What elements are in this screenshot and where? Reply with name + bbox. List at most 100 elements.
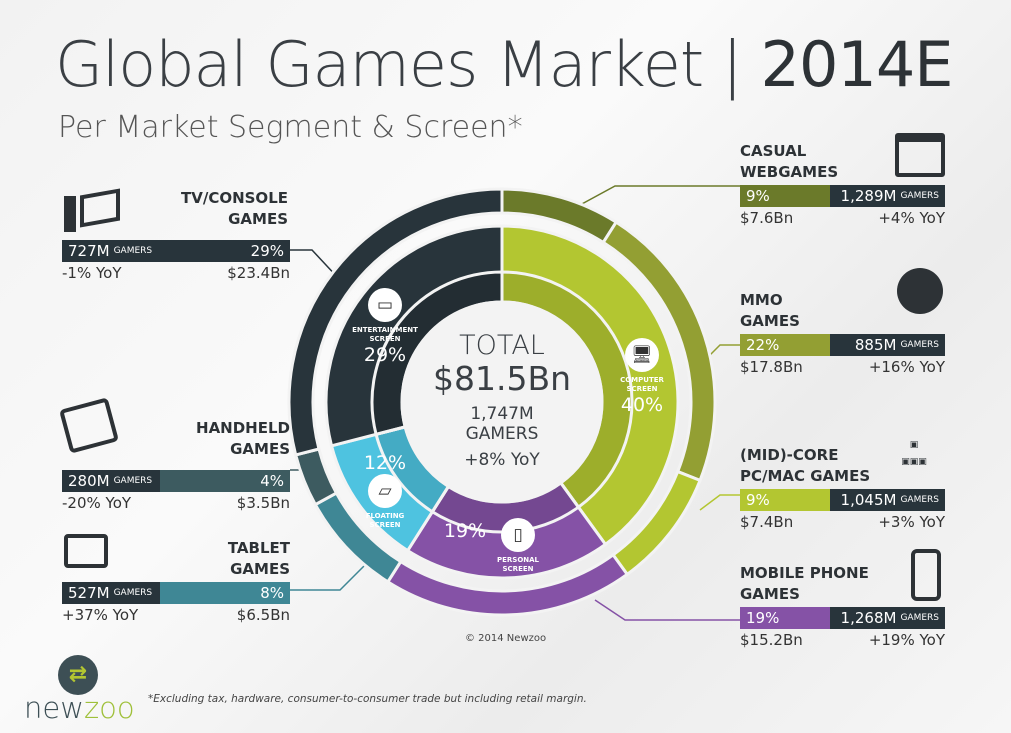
screen-name: ENTERTAINMENT bbox=[352, 326, 418, 334]
revenue: $7.6Bn bbox=[740, 209, 794, 227]
yoy-growth: +19% YoY bbox=[868, 631, 945, 649]
console-icon bbox=[64, 188, 124, 234]
computer-icon: 🖥 bbox=[625, 338, 659, 372]
title-year: 2014E bbox=[760, 28, 954, 101]
segment-title: CASUAL bbox=[740, 142, 807, 160]
floating-screen-label: 12% ▱ FLOATING SCREEN bbox=[355, 452, 415, 530]
yoy-growth: +16% YoY bbox=[868, 358, 945, 376]
share-pct: 22% bbox=[740, 334, 830, 356]
segment-title: MOBILE PHONE bbox=[740, 564, 869, 582]
gamers-count: 1,045M bbox=[840, 491, 897, 509]
tablet-device-icon bbox=[64, 534, 108, 568]
segment-title: TABLET bbox=[227, 539, 290, 557]
segment-casual-webgames: CASUAL WEBGAMES 9% 1,289M GAMERS $7.6Bn +4% … bbox=[740, 133, 945, 227]
screen-pct: 19% bbox=[443, 520, 487, 542]
revenue: $17.8Bn bbox=[740, 358, 803, 376]
page-title: Global Games Market | 2014E bbox=[55, 28, 954, 101]
outer-slice-tv-console-games bbox=[287, 187, 504, 457]
computer-screen-label: 🖥 COMPUTER SCREEN 40% bbox=[602, 338, 682, 416]
screen-name: SCREEN bbox=[626, 385, 658, 393]
segment-title: GAMES bbox=[228, 210, 288, 228]
screen-pct: 12% bbox=[363, 452, 407, 474]
segment-title: GAMES bbox=[740, 585, 800, 603]
screen-pct: 40% bbox=[620, 394, 664, 416]
share-pct: 8% bbox=[160, 582, 290, 604]
center-summary: TOTAL $81.5Bn 1,747M GAMERS +8% YoY bbox=[402, 330, 602, 470]
yoy-growth: +4% YoY bbox=[878, 209, 945, 227]
segment-title: TV/CONSOLE bbox=[181, 189, 288, 207]
keyboard-icon: ▣ ▣▣▣ bbox=[901, 440, 927, 467]
screen-name: SCREEN bbox=[369, 335, 401, 343]
total-gamers: 1,747M bbox=[470, 404, 534, 424]
gamers-count: 1,289M bbox=[840, 187, 897, 205]
gamers-unit: GAMERS bbox=[113, 588, 153, 598]
gamers-count: 885M bbox=[854, 336, 897, 354]
gamers-unit: GAMERS bbox=[900, 613, 939, 623]
entertainment-screen-label: ▭ ENTERTAINMENT SCREEN 29% bbox=[345, 288, 425, 366]
segment-mobile-phone: MOBILE PHONE GAMES 19% 1,268M GAMERS $15.2B… bbox=[740, 549, 945, 649]
segment-tv-console: TV/CONSOLE GAMES 727M GAMERS 29% -1% YoY $23… bbox=[62, 188, 290, 282]
personal-screen-pct: 19% bbox=[440, 520, 490, 542]
yoy-growth: +37% YoY bbox=[62, 606, 139, 624]
personal-screen-label: ▯ PERSONAL SCREEN bbox=[488, 518, 548, 574]
browser-icon bbox=[895, 133, 945, 177]
outer-slice-handheld-games bbox=[293, 447, 339, 507]
segment-title: (MID)-CORE bbox=[740, 446, 839, 464]
logo-text: new bbox=[24, 691, 84, 725]
connector-midcore bbox=[699, 494, 740, 511]
connector-casual bbox=[579, 185, 740, 206]
smartphone-icon: ▯ bbox=[501, 518, 535, 552]
segment-title: GAMES bbox=[230, 440, 290, 458]
logo-text: zoo bbox=[83, 691, 135, 725]
gamers-count: 527M bbox=[68, 584, 110, 602]
gamers-unit: GAMERS bbox=[900, 340, 939, 350]
segment-title: WEBGAMES bbox=[740, 163, 839, 181]
screen-name: SCREEN bbox=[369, 521, 401, 529]
screen-name: SCREEN bbox=[502, 565, 534, 573]
segment-tablet: TABLET GAMES 527M GAMERS 8% +37% YoY $6.5Bn bbox=[62, 534, 290, 624]
segment-title: HANDHELD bbox=[196, 419, 290, 437]
page-subtitle: Per Market Segment & Screen* bbox=[58, 110, 523, 145]
segment-title: PC/MAC GAMES bbox=[740, 467, 871, 485]
newzoo-logo-icon: ⇄ bbox=[58, 655, 98, 695]
connector-mobile bbox=[594, 599, 740, 621]
screen-name: COMPUTER bbox=[620, 376, 664, 384]
gamers-count: 727M bbox=[68, 242, 110, 260]
newzoo-logo: newzoo bbox=[24, 693, 135, 723]
total-revenue: $81.5Bn bbox=[432, 359, 572, 398]
screen-name: FLOATING bbox=[365, 512, 405, 520]
tablet-icon: ▱ bbox=[368, 474, 402, 508]
screen-pct: 29% bbox=[363, 344, 407, 366]
revenue: $3.5Bn bbox=[236, 494, 290, 512]
yoy-growth: -1% YoY bbox=[62, 264, 122, 282]
gamers-count: 1,268M bbox=[840, 609, 897, 627]
center-circle bbox=[402, 302, 602, 502]
gamers-count: 280M bbox=[68, 472, 110, 490]
share-pct: 29% bbox=[250, 242, 284, 260]
title-text: Global Games Market | bbox=[55, 28, 761, 101]
segment-title: GAMES bbox=[230, 560, 290, 578]
total-label: TOTAL bbox=[459, 330, 545, 361]
yoy-growth: -20% YoY bbox=[62, 494, 132, 512]
gamers-unit: GAMERS bbox=[900, 495, 939, 505]
revenue: $15.2Bn bbox=[740, 631, 803, 649]
segment-midcore-pc: ▣ ▣▣▣ (MID)-CORE PC/MAC GAMES 9% 1,045M GAME… bbox=[740, 440, 945, 531]
share-pct: 19% bbox=[740, 607, 830, 629]
share-pct: 9% bbox=[740, 185, 830, 207]
segment-handheld: HANDHELD GAMES 280M GAMERS 4% -20% YoY $3.5B… bbox=[59, 397, 290, 512]
connector-mmo bbox=[709, 344, 740, 356]
connector-tablet bbox=[290, 564, 366, 591]
total-gamers-label: GAMERS bbox=[465, 424, 539, 444]
footnote: *Excluding tax, hardware, consumer-to-co… bbox=[148, 693, 587, 705]
screen-name: PERSONAL bbox=[496, 556, 540, 564]
gamers-unit: GAMERS bbox=[113, 476, 153, 486]
share-pct: 4% bbox=[160, 470, 290, 492]
yoy-growth: +3% YoY bbox=[878, 513, 945, 531]
segment-title: GAMES bbox=[740, 312, 800, 330]
revenue: $6.5Bn bbox=[236, 606, 290, 624]
gamers-unit: GAMERS bbox=[113, 246, 153, 256]
share-pct: 9% bbox=[740, 489, 830, 511]
phone-icon bbox=[911, 549, 941, 601]
revenue: $7.4Bn bbox=[740, 513, 794, 531]
globe-icon bbox=[897, 268, 943, 314]
